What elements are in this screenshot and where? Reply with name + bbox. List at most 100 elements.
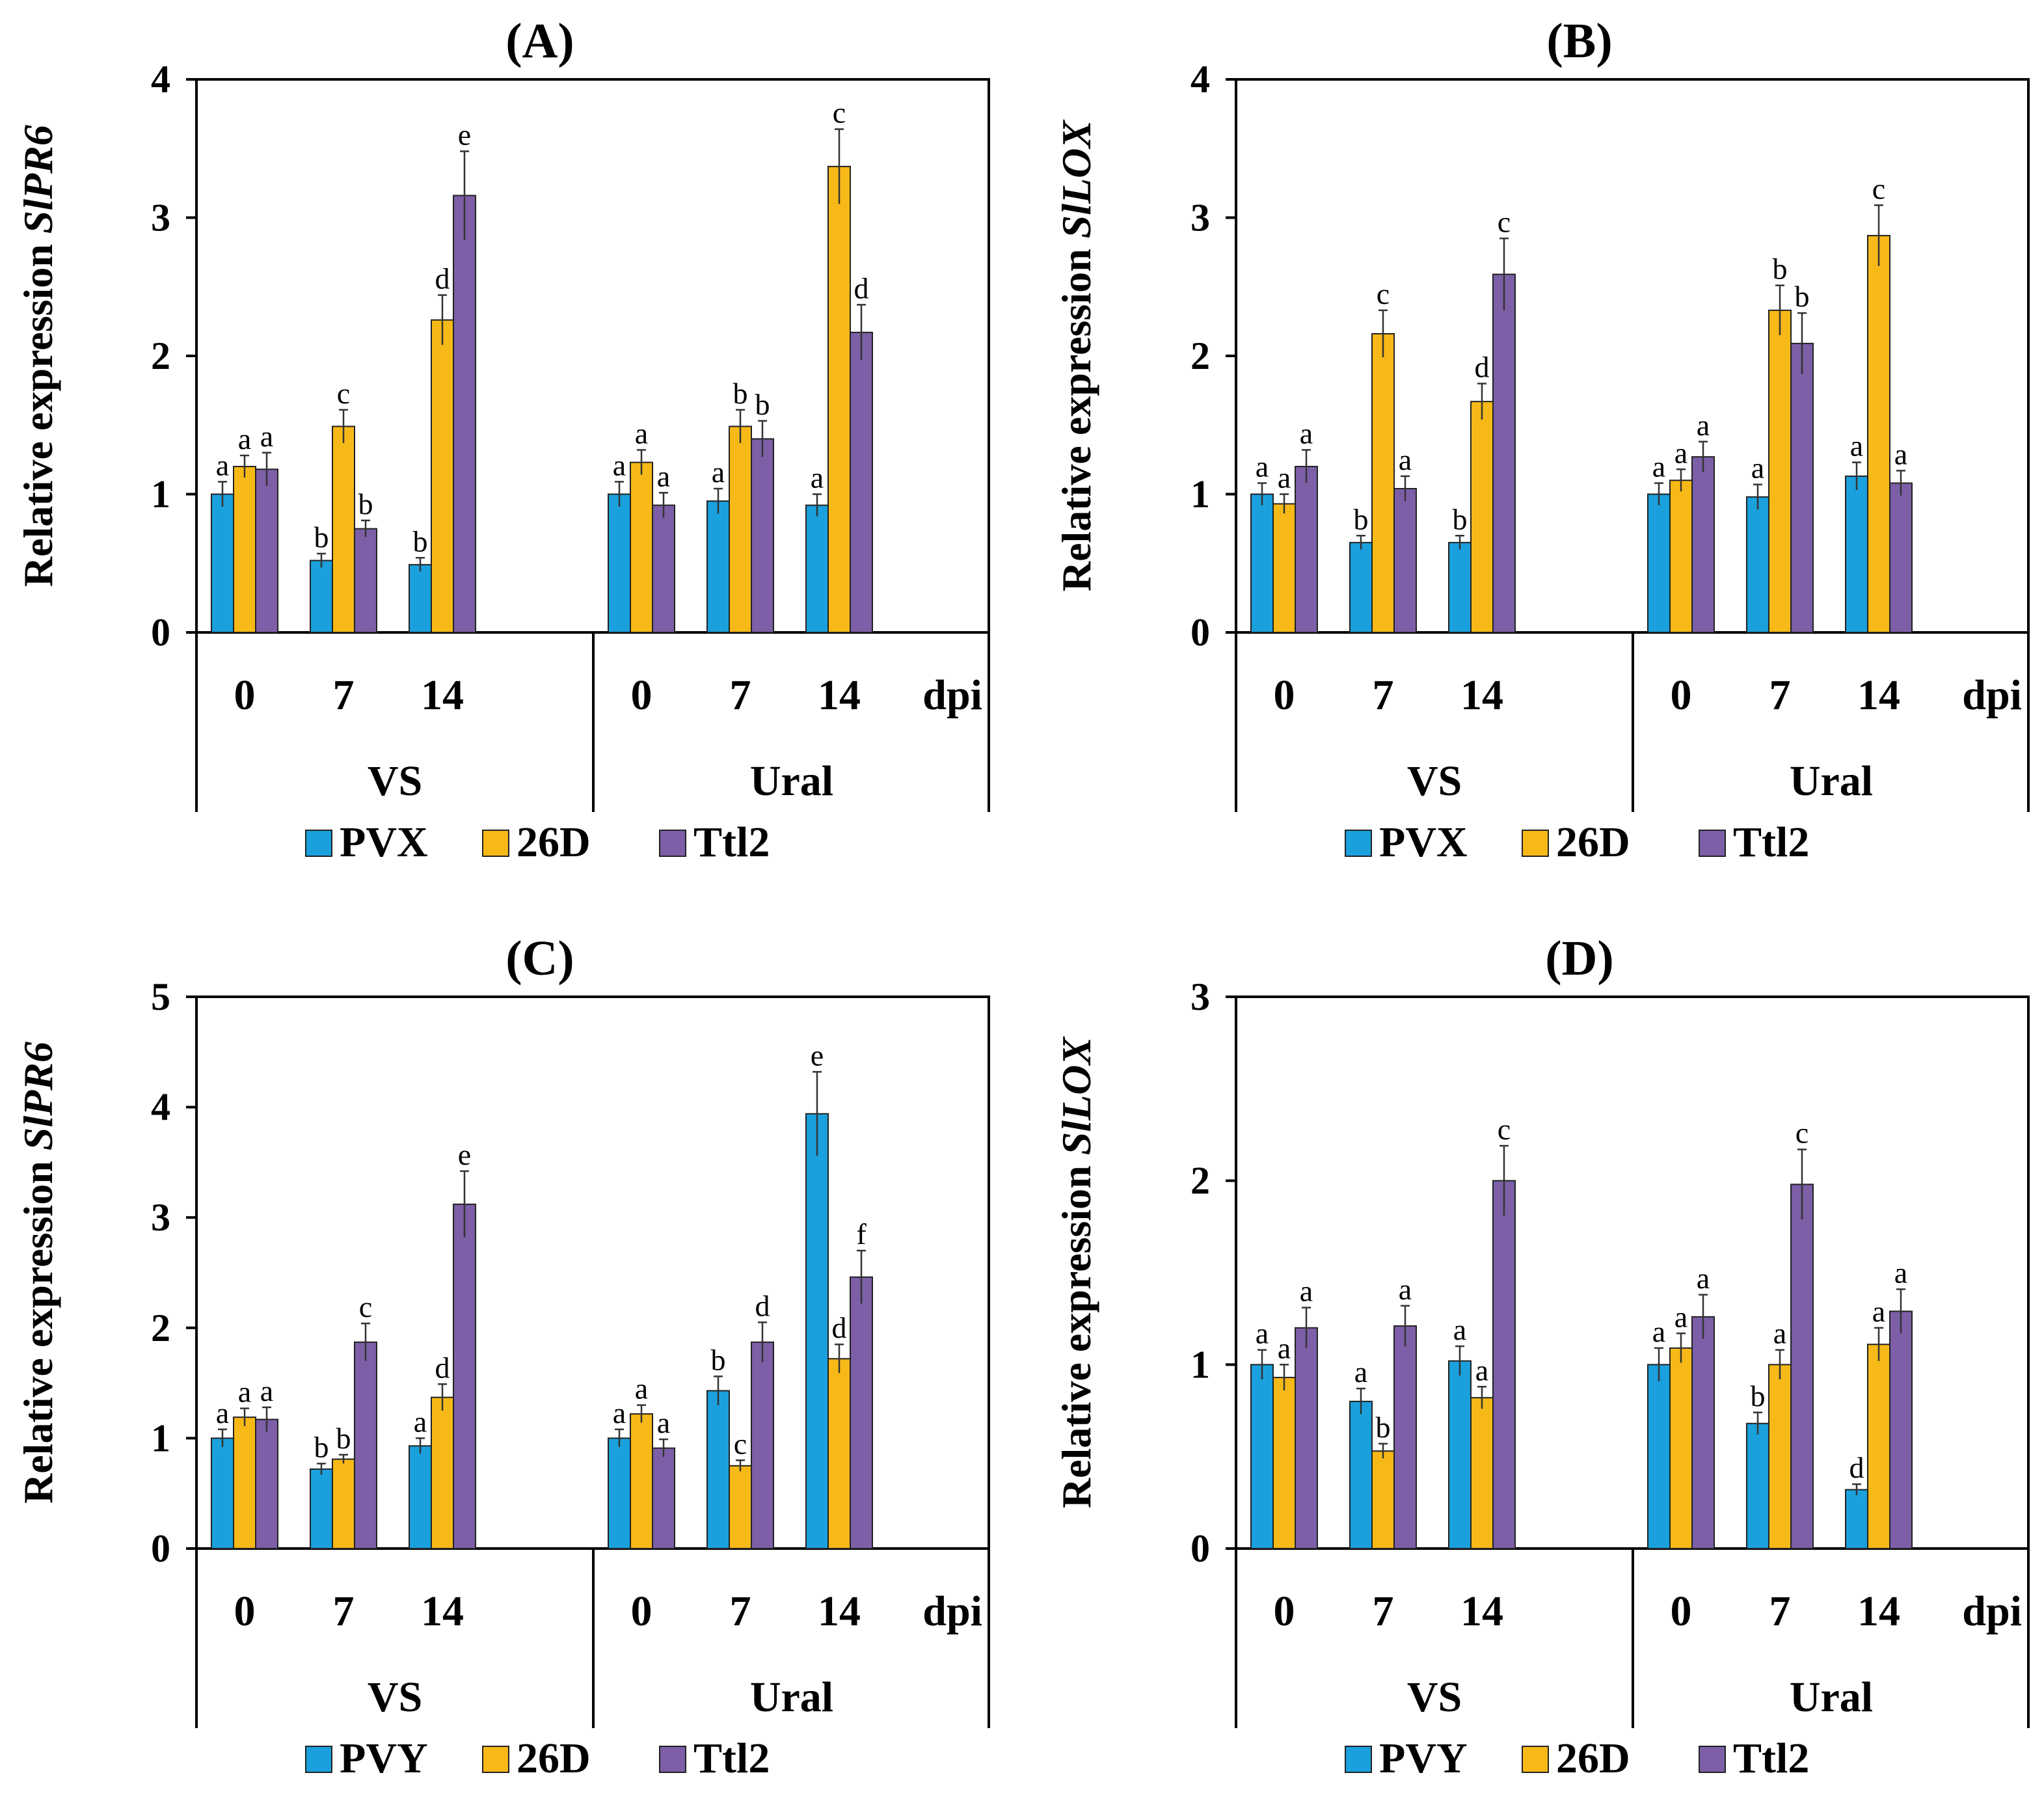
bar xyxy=(1647,493,1671,633)
x-tick-label: 0 xyxy=(234,671,256,719)
bar xyxy=(354,1341,377,1549)
x-tick-label: 14 xyxy=(421,1588,464,1635)
bar xyxy=(1295,466,1318,633)
legend-swatch xyxy=(305,1746,332,1773)
significance-letter: b xyxy=(711,1343,726,1376)
x-tick-label: 7 xyxy=(1373,671,1394,719)
bar xyxy=(1250,1364,1274,1549)
legend-swatch xyxy=(1522,1746,1549,1773)
legend-swatch xyxy=(1522,830,1549,857)
significance-letter: b xyxy=(1453,502,1468,535)
y-tick-label: 5 xyxy=(151,975,170,1018)
bar xyxy=(805,1113,829,1549)
bar xyxy=(1470,1397,1494,1550)
x-unit-label: dpi xyxy=(922,671,982,719)
significance-letter: d xyxy=(435,262,450,295)
bar xyxy=(310,560,333,633)
bar xyxy=(1470,401,1494,633)
bar xyxy=(1691,456,1715,633)
legend-label: 26D xyxy=(1556,1735,1630,1782)
bar xyxy=(608,493,631,633)
significance-letter: c xyxy=(1498,205,1511,238)
y-axis-label: Relative expression SlPR6 xyxy=(15,1042,61,1504)
significance-letter: b xyxy=(1376,1411,1391,1444)
significance-letter: d xyxy=(435,1351,450,1384)
x-tick-label: 7 xyxy=(1769,671,1791,719)
panel-title: (B) xyxy=(1546,14,1612,68)
bar xyxy=(431,1396,454,1549)
x-unit-label: dpi xyxy=(1962,671,2022,719)
significance-letter: a xyxy=(1300,417,1313,450)
bar xyxy=(211,493,234,633)
bar xyxy=(1272,503,1296,633)
significance-letter: a xyxy=(1850,429,1863,463)
x-tick-label: 0 xyxy=(1671,1588,1692,1635)
y-axis-label-gene: SlPR6 xyxy=(15,1042,61,1150)
bar xyxy=(431,319,454,633)
significance-letter: c xyxy=(1795,1117,1809,1150)
bar xyxy=(729,1465,752,1550)
bar xyxy=(332,426,355,633)
significance-letter: a xyxy=(613,1396,626,1429)
bar xyxy=(1349,541,1373,633)
y-axis-label: Relative expression SlLOX xyxy=(1053,1036,1099,1508)
significance-letter: e xyxy=(458,118,471,152)
bar xyxy=(1768,1364,1792,1549)
bar xyxy=(1492,1180,1516,1549)
group-label: VS xyxy=(368,1673,422,1721)
y-tick-label: 3 xyxy=(1190,975,1210,1018)
significance-letter: c xyxy=(337,377,350,410)
bar xyxy=(729,426,752,633)
x-unit-label: dpi xyxy=(922,1588,982,1635)
bar xyxy=(1448,1360,1472,1549)
y-tick-label: 2 xyxy=(151,334,170,377)
y-tick-label: 0 xyxy=(1190,611,1210,654)
significance-letter: b xyxy=(413,524,428,558)
y-axis-label-gene: SlLOX xyxy=(1053,1036,1099,1156)
significance-letter: a xyxy=(260,420,273,453)
y-axis-label: Relative expression SlPR6 xyxy=(15,125,61,587)
significance-letter: b xyxy=(1773,252,1788,286)
legend-label: PVY xyxy=(340,1735,428,1782)
x-tick-label: 0 xyxy=(631,671,652,719)
legend-label: PVY xyxy=(1379,1735,1468,1782)
significance-letter: d xyxy=(832,1311,847,1344)
y-tick-label: 1 xyxy=(1190,1343,1210,1386)
bar xyxy=(1889,482,1913,633)
bar xyxy=(1349,1400,1373,1550)
significance-letter: a xyxy=(414,1405,427,1438)
y-tick-label: 4 xyxy=(1190,58,1210,101)
y-tick-label: 1 xyxy=(151,1416,170,1459)
legend-label: 26D xyxy=(1556,819,1630,866)
bar xyxy=(1393,1325,1417,1550)
significance-letter: c xyxy=(1377,277,1390,310)
bar xyxy=(1371,1450,1395,1550)
significance-letter: a xyxy=(712,455,725,489)
significance-letter: a xyxy=(1256,450,1269,483)
legend-swatch xyxy=(482,830,509,857)
significance-letter: b xyxy=(314,1430,329,1463)
bar xyxy=(409,1445,432,1549)
significance-letter: b xyxy=(336,1422,351,1455)
y-tick-label: 3 xyxy=(151,1196,170,1239)
legend-label: 26D xyxy=(517,1735,591,1782)
bar xyxy=(1371,333,1395,633)
x-tick-label: 7 xyxy=(333,1588,355,1635)
x-tick-label: 14 xyxy=(818,671,861,719)
x-tick-label: 7 xyxy=(730,671,751,719)
bar xyxy=(1889,1310,1913,1549)
significance-letter: a xyxy=(811,461,824,494)
legend-label: Ttl2 xyxy=(693,819,770,866)
significance-letter: a xyxy=(1894,1256,1907,1289)
bar xyxy=(1647,1364,1671,1549)
significance-letter: a xyxy=(1697,409,1710,442)
significance-letter: d xyxy=(854,271,869,305)
legend-label: Ttl2 xyxy=(1733,819,1809,866)
significance-letter: a xyxy=(613,448,626,481)
y-axis-label-text: Relative expression xyxy=(15,234,61,587)
significance-letter: b xyxy=(314,521,329,554)
significance-letter: b xyxy=(1795,280,1810,313)
